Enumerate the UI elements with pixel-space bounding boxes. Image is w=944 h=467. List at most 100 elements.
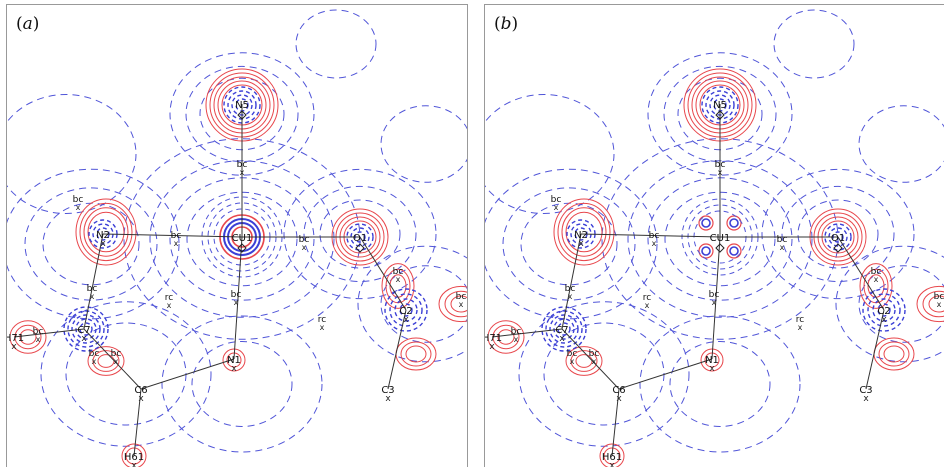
positive-contour bbox=[553, 198, 615, 266]
atom-label: C3 bbox=[859, 385, 872, 396]
bond-critical-point: bc bbox=[511, 327, 522, 337]
critical-point-marker: x bbox=[568, 292, 573, 301]
zero-contour bbox=[295, 9, 377, 79]
critical-point-marker: x bbox=[798, 323, 803, 332]
positive-contour bbox=[497, 329, 515, 345]
negative-contour bbox=[399, 303, 413, 317]
critical-point-marker: x bbox=[240, 168, 245, 177]
positive-contour bbox=[79, 202, 133, 262]
bond-line bbox=[865, 309, 885, 390]
panel-label-close: ) bbox=[511, 14, 519, 34]
atom-label: C7 bbox=[77, 325, 90, 336]
positive-contour bbox=[698, 215, 714, 231]
zero-contour bbox=[835, 245, 944, 363]
critical-point-marker: x bbox=[554, 203, 559, 212]
bond-critical-point: bc bbox=[87, 284, 98, 294]
nucleus-marker: x bbox=[231, 364, 237, 374]
positive-contour bbox=[726, 215, 742, 231]
bond-line bbox=[359, 236, 407, 311]
positive-contour bbox=[450, 295, 468, 313]
critical-point-marker: x bbox=[302, 243, 307, 252]
negative-contour bbox=[384, 288, 428, 332]
atom-label: C6 bbox=[134, 385, 147, 396]
nucleus-marker: x bbox=[138, 394, 144, 404]
critical-point-marker: x bbox=[36, 335, 41, 344]
negative-contour bbox=[862, 288, 906, 332]
zero-contour bbox=[484, 94, 615, 214]
nucleus-marker: x bbox=[559, 334, 565, 344]
bond-critical-point: bc bbox=[777, 235, 788, 245]
positive-contour bbox=[121, 443, 147, 467]
bond-line bbox=[133, 388, 142, 457]
positive-contour bbox=[487, 320, 525, 354]
bond-line bbox=[711, 236, 721, 360]
atom-label: N2 bbox=[574, 230, 588, 241]
panel-label-letter: b bbox=[500, 14, 512, 34]
atom-label: N1 bbox=[227, 355, 241, 366]
panel-label-b: (b) bbox=[494, 14, 518, 34]
bond-critical-point: bc bbox=[551, 195, 562, 205]
positive-contour bbox=[599, 443, 625, 467]
atom-label: H71 bbox=[484, 333, 502, 344]
bond-critical-point: bc bbox=[89, 349, 100, 359]
panel-a: N5 N2 x CU1 O1 C7 x C2 x N1 x C6 x C3 x H71 x H61 x bc x bc x b… bbox=[6, 4, 468, 467]
zero-contour bbox=[601, 138, 839, 340]
positive-contour bbox=[928, 295, 944, 313]
negative-contour bbox=[545, 310, 583, 348]
bond-line bbox=[83, 328, 142, 390]
bond-critical-point: bc bbox=[231, 290, 242, 300]
zero-contour bbox=[191, 341, 293, 427]
negative-contour bbox=[872, 298, 896, 322]
zero-contour bbox=[123, 138, 361, 340]
zero-contour bbox=[303, 185, 417, 283]
bond-line bbox=[13, 328, 85, 338]
zero-contour bbox=[380, 265, 468, 343]
positive-contour bbox=[873, 337, 915, 371]
panel-frame bbox=[6, 4, 468, 467]
positive-contour bbox=[75, 198, 137, 266]
bond-line bbox=[618, 358, 713, 390]
bond-critical-point: bc bbox=[456, 292, 467, 302]
negative-contour bbox=[346, 223, 374, 251]
nucleus-marker: x bbox=[489, 342, 495, 352]
nucleus-marker: x bbox=[81, 334, 87, 344]
zero-contour bbox=[24, 187, 158, 301]
panel-b: N5 N2 x CU1 O1 C7 x C2 x N1 x C6 x C3 x H71 x H61 x bc x bc x b… bbox=[484, 4, 944, 467]
atom-label: CU1 bbox=[232, 233, 253, 244]
panel-label-a: (a) bbox=[16, 14, 39, 34]
panel-label-letter: a bbox=[22, 14, 33, 34]
atom-label: O1 bbox=[831, 233, 845, 244]
bond-line bbox=[387, 309, 407, 390]
bond-critical-point: bc bbox=[171, 231, 182, 241]
bonds bbox=[491, 104, 885, 457]
critical-point-marker: x bbox=[174, 239, 179, 248]
bond-line bbox=[561, 233, 582, 330]
negative-contour bbox=[63, 306, 109, 352]
negative-contour bbox=[71, 314, 101, 344]
bond-critical-point: bc bbox=[715, 160, 726, 170]
negative-contour bbox=[557, 322, 571, 336]
negative-contour bbox=[79, 322, 93, 336]
zero-contour bbox=[639, 315, 801, 453]
nucleus-marker bbox=[833, 243, 843, 253]
critical-point-marker: x bbox=[652, 239, 657, 248]
ring-critical-point: rc bbox=[796, 315, 805, 325]
negative-contour bbox=[549, 314, 579, 344]
panel-frame bbox=[484, 4, 944, 467]
atom-label: C2 bbox=[877, 306, 890, 317]
critical-point-marker: x bbox=[645, 301, 650, 310]
positive-contour bbox=[400, 341, 432, 367]
nucleus-marker: x bbox=[709, 364, 715, 374]
zero-contour bbox=[781, 185, 895, 283]
atom-label: C6 bbox=[612, 385, 625, 396]
positive-contour bbox=[922, 290, 944, 318]
atom-label: N5 bbox=[235, 100, 249, 111]
nucleus-marker: x bbox=[881, 315, 887, 325]
positive-contour bbox=[438, 285, 468, 323]
nucleus-marker bbox=[355, 243, 365, 253]
negative-contour bbox=[394, 298, 418, 322]
zero-contour bbox=[357, 245, 468, 363]
